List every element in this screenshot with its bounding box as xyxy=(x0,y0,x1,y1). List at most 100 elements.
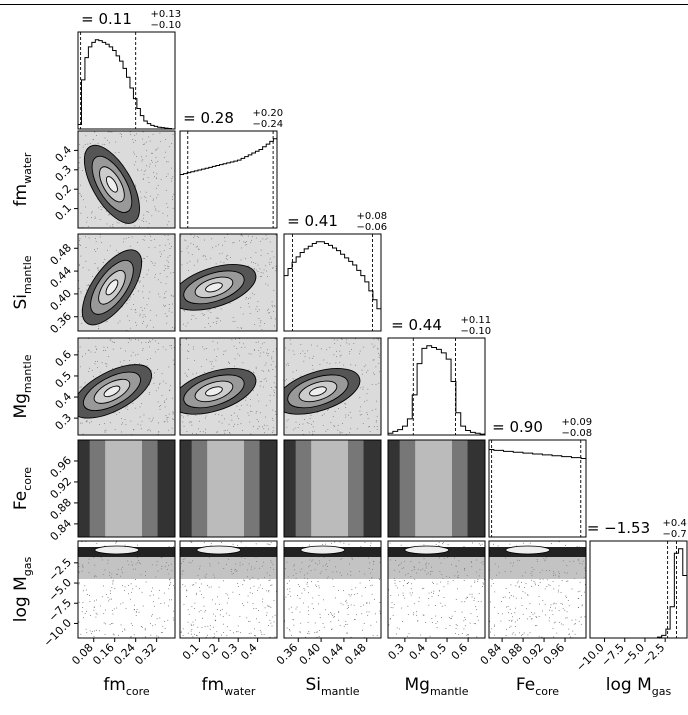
scatter-point xyxy=(168,413,170,415)
density-band xyxy=(105,440,143,537)
scatter-point xyxy=(130,296,131,298)
scatter-point xyxy=(243,241,245,243)
scatter-point xyxy=(530,579,532,581)
scatter-point xyxy=(450,618,452,620)
scatter-point xyxy=(313,355,315,357)
scatter-point xyxy=(550,606,552,608)
scatter-point xyxy=(269,605,271,607)
scatter-point xyxy=(93,606,95,608)
scatter-point xyxy=(191,628,193,630)
scatter-point xyxy=(159,382,161,384)
scatter-point xyxy=(539,578,541,580)
scatter-point xyxy=(187,357,189,359)
scatter-point xyxy=(151,159,152,161)
panel-border xyxy=(387,540,486,639)
scatter-point xyxy=(226,626,228,628)
scatter-point xyxy=(216,431,218,433)
scatter-point xyxy=(205,255,206,257)
scatter-point xyxy=(328,408,330,410)
scatter-point xyxy=(107,249,108,251)
scatter-point xyxy=(351,349,353,350)
scatter-point xyxy=(94,351,96,353)
scatter-point xyxy=(308,431,310,433)
scatter-point xyxy=(169,583,171,585)
scatter-point xyxy=(146,211,148,212)
scatter-point xyxy=(153,265,155,266)
scatter-point xyxy=(223,623,224,625)
panels-layer xyxy=(77,31,688,639)
scatter-point xyxy=(566,580,568,582)
scatter-point xyxy=(234,412,235,414)
scatter-point xyxy=(428,598,430,599)
scatter-point xyxy=(334,342,336,344)
scatter-point xyxy=(189,260,191,262)
scatter-point xyxy=(204,626,206,628)
scatter-point xyxy=(340,354,342,356)
scatter-point xyxy=(272,417,273,419)
scatter-point xyxy=(89,595,90,596)
scatter-point xyxy=(334,411,336,413)
scatter-point xyxy=(372,634,374,636)
scatter-point xyxy=(576,546,578,548)
scatter-point xyxy=(199,631,200,633)
scatter-point xyxy=(147,177,149,178)
scatter-point xyxy=(116,221,118,223)
scatter-point xyxy=(159,589,160,591)
scatter-point xyxy=(87,216,89,218)
scatter-point xyxy=(473,600,475,602)
x-tick-label: 0.08 xyxy=(69,641,96,668)
scatter-point xyxy=(325,430,327,432)
scatter-point xyxy=(205,636,207,638)
scatter-point xyxy=(106,594,107,595)
param-title-minus: −0.7 xyxy=(663,529,687,540)
scatter-point xyxy=(181,415,183,417)
panel-border xyxy=(283,337,382,436)
scatter-point xyxy=(144,235,146,237)
scatter-point xyxy=(144,629,146,631)
scatter-point xyxy=(193,237,195,238)
scatter-point xyxy=(139,416,141,418)
scatter-point xyxy=(171,427,173,429)
x-tick-label: 0.84 xyxy=(478,641,505,668)
scatter-point xyxy=(286,379,287,380)
scatter-point xyxy=(79,366,81,368)
scatter-point xyxy=(532,613,534,615)
scatter-point xyxy=(521,597,523,599)
scatter-point xyxy=(319,613,321,615)
panel-0-0 xyxy=(77,31,176,130)
scatter-point xyxy=(171,167,172,169)
scatter-point xyxy=(190,242,192,244)
scatter-point xyxy=(362,423,364,424)
scatter-point xyxy=(238,355,240,357)
scatter-point xyxy=(215,245,217,247)
scatter-point xyxy=(173,327,175,329)
panel-content xyxy=(284,338,381,435)
scatter-point xyxy=(440,602,442,604)
panel-content xyxy=(590,541,687,638)
scatter-point xyxy=(325,543,327,545)
x-tick-label: 0.88 xyxy=(499,641,526,668)
scatter-point xyxy=(158,431,160,433)
scatter-point xyxy=(546,579,548,581)
scatter-point xyxy=(138,218,140,220)
scatter-point xyxy=(83,617,84,619)
scatter-point xyxy=(249,405,251,407)
scatter-point xyxy=(310,414,312,416)
scatter-point xyxy=(135,578,136,580)
scatter-point xyxy=(158,387,159,389)
scatter-point xyxy=(104,634,106,635)
scatter-point xyxy=(258,425,260,427)
scatter-point xyxy=(418,597,420,599)
param-title-median: = 0.41 xyxy=(287,212,338,230)
panel-content xyxy=(78,131,175,228)
scatter-point xyxy=(534,584,536,586)
scatter-point xyxy=(261,381,263,383)
scatter-point xyxy=(224,240,226,242)
scatter-point xyxy=(81,541,83,543)
scatter-point xyxy=(321,415,323,416)
scatter-point xyxy=(105,623,106,625)
scatter-point xyxy=(339,362,341,363)
scatter-point xyxy=(271,625,273,627)
scatter-point xyxy=(104,423,105,425)
scatter-point xyxy=(265,362,267,364)
